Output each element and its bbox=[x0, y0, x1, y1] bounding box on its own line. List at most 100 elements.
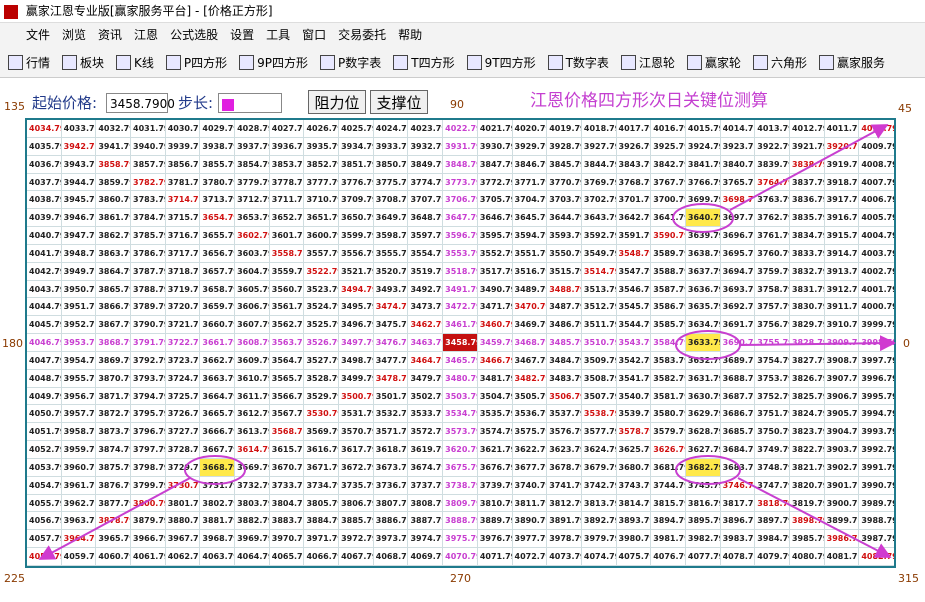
toolbar-button[interactable]: 9T四方形 bbox=[466, 48, 536, 77]
toolbar-button[interactable]: 9P四方形 bbox=[239, 48, 308, 77]
price-cell: 3623.79 bbox=[547, 441, 582, 459]
price-cell: 3893.79 bbox=[616, 512, 652, 531]
price-cell: 3519.79 bbox=[408, 262, 444, 281]
toolbar-label: 赢家服务 bbox=[836, 55, 885, 70]
menu-item[interactable]: 工具 bbox=[266, 28, 291, 42]
price-cell: 4031.79 bbox=[131, 120, 166, 138]
toolbar-button[interactable]: P四方形 bbox=[165, 48, 227, 77]
toolbar-button[interactable]: 赢家服务 bbox=[818, 48, 885, 77]
menu-item[interactable]: 江恩 bbox=[134, 28, 159, 42]
price-cell: 3810.79 bbox=[477, 494, 513, 513]
price-cell: 3781.79 bbox=[165, 173, 201, 192]
price-cell: 4067.79 bbox=[339, 548, 374, 566]
toolbar-button[interactable]: 行情 bbox=[8, 48, 50, 77]
price-cell: 3610.79 bbox=[235, 369, 270, 388]
price-cell: 3650.79 bbox=[339, 209, 374, 228]
toolbar-icon bbox=[8, 55, 23, 70]
price-cell: 3480.79 bbox=[443, 369, 478, 388]
price-cell: 3704.79 bbox=[512, 191, 548, 210]
price-cell: 3676.79 bbox=[477, 458, 513, 477]
menu-item[interactable]: 窗口 bbox=[302, 28, 327, 42]
toolbar-button[interactable]: 板块 bbox=[62, 48, 104, 77]
price-cell: 3499.79 bbox=[339, 369, 374, 388]
price-cell: 3902.79 bbox=[824, 458, 860, 477]
menu-item[interactable]: 设置 bbox=[230, 28, 255, 42]
support-button[interactable]: 支撑位 bbox=[370, 90, 428, 114]
price-cell: 3557.79 bbox=[304, 244, 340, 263]
price-cell: 3530.79 bbox=[304, 405, 340, 424]
price-cell: 4013.79 bbox=[755, 120, 790, 138]
menu-item[interactable]: 文件 bbox=[26, 28, 51, 42]
menu-item[interactable]: 帮助 bbox=[398, 28, 423, 42]
price-cell: 3717.79 bbox=[165, 244, 201, 263]
price-cell: 3762.79 bbox=[755, 209, 790, 228]
price-cell: 3611.79 bbox=[235, 387, 270, 406]
price-cell: 3811.79 bbox=[512, 494, 548, 513]
price-cell: 3500.79 bbox=[339, 387, 374, 406]
price-cell: 3625.79 bbox=[616, 441, 652, 459]
price-cell: 3629.79 bbox=[685, 405, 721, 424]
price-cell: 3756.79 bbox=[755, 316, 790, 335]
price-cell: 3652.79 bbox=[269, 209, 305, 228]
start-input[interactable]: 3458.7900 bbox=[106, 93, 175, 113]
price-cell: 3547.79 bbox=[616, 262, 652, 281]
price-cell: 4063.79 bbox=[200, 548, 236, 566]
price-cell: 3556.79 bbox=[339, 244, 374, 263]
price-cell: 3656.79 bbox=[200, 244, 236, 263]
price-cell: 3752.79 bbox=[755, 387, 790, 406]
price-cell: 3918.79 bbox=[824, 173, 860, 192]
step-label: 步长: bbox=[178, 94, 214, 112]
price-cell: 3815.79 bbox=[651, 494, 686, 513]
price-cell: 4011.79 bbox=[824, 120, 860, 138]
price-cell: 3742.79 bbox=[581, 476, 617, 495]
step-select[interactable] bbox=[218, 93, 282, 113]
toolbar-button[interactable]: 赢家轮 bbox=[686, 48, 741, 77]
toolbar-label: P数字表 bbox=[338, 55, 382, 70]
toolbar-button[interactable]: 六角形 bbox=[752, 48, 807, 77]
price-cell: 4078.79 bbox=[720, 548, 756, 566]
price-cell: 4041.79 bbox=[27, 244, 62, 263]
price-cell: 3906.79 bbox=[824, 387, 860, 406]
price-cell: 3817.79 bbox=[720, 494, 756, 513]
toolbar-button[interactable]: T数字表 bbox=[547, 48, 609, 77]
menu-item[interactable]: 交易委托 bbox=[338, 28, 387, 42]
price-cell: 3665.79 bbox=[200, 405, 236, 424]
menu-item[interactable]: 公式选股 bbox=[170, 28, 219, 42]
price-cell: 3682.79 bbox=[685, 458, 721, 477]
price-cell: 3822.79 bbox=[789, 441, 825, 459]
price-cell: 3693.79 bbox=[720, 280, 756, 299]
price-cell: 3793.79 bbox=[131, 369, 166, 388]
price-cell: 3876.79 bbox=[96, 476, 132, 495]
toolbar-button[interactable]: 江恩轮 bbox=[620, 48, 675, 77]
price-cell: 4007.79 bbox=[859, 174, 894, 192]
toolbar-button[interactable]: T四方形 bbox=[393, 48, 455, 77]
angle-label: 90 bbox=[450, 98, 464, 111]
price-cell: 3526.79 bbox=[304, 334, 340, 352]
price-cell: 4051.79 bbox=[27, 423, 62, 442]
price-cell: 3739.79 bbox=[477, 476, 513, 495]
price-cell: 3695.79 bbox=[720, 244, 756, 263]
price-cell: 3536.79 bbox=[512, 405, 548, 424]
resistance-button[interactable]: 阻力位 bbox=[308, 90, 366, 114]
toolbar-label: 六角形 bbox=[770, 55, 807, 70]
price-cell: 3505.79 bbox=[512, 387, 548, 406]
angle-label: 135 bbox=[4, 100, 25, 113]
price-cell: 3632.79 bbox=[685, 351, 721, 370]
menu-item[interactable]: 资讯 bbox=[98, 28, 123, 42]
toolbar-button[interactable]: P数字表 bbox=[320, 48, 381, 77]
price-cell: 3635.79 bbox=[685, 298, 721, 317]
price-cell: 3729.79 bbox=[165, 458, 201, 477]
price-cell: 3797.79 bbox=[131, 441, 166, 459]
price-cell: 3541.79 bbox=[616, 369, 652, 388]
toolbar-button[interactable]: K线 bbox=[116, 48, 154, 77]
price-cell: 3812.79 bbox=[547, 494, 582, 513]
price-cell: 3795.79 bbox=[131, 405, 166, 424]
price-cell: 3826.79 bbox=[789, 369, 825, 388]
price-cell: 3692.79 bbox=[720, 298, 756, 317]
toolbar-icon bbox=[165, 55, 181, 70]
menu-item[interactable]: 浏览 bbox=[62, 28, 87, 42]
price-cell: 3792.79 bbox=[131, 351, 166, 370]
price-cell: 3926.79 bbox=[616, 137, 652, 156]
price-cell: 3783.79 bbox=[131, 191, 166, 210]
price-cell: 3725.79 bbox=[165, 387, 201, 406]
